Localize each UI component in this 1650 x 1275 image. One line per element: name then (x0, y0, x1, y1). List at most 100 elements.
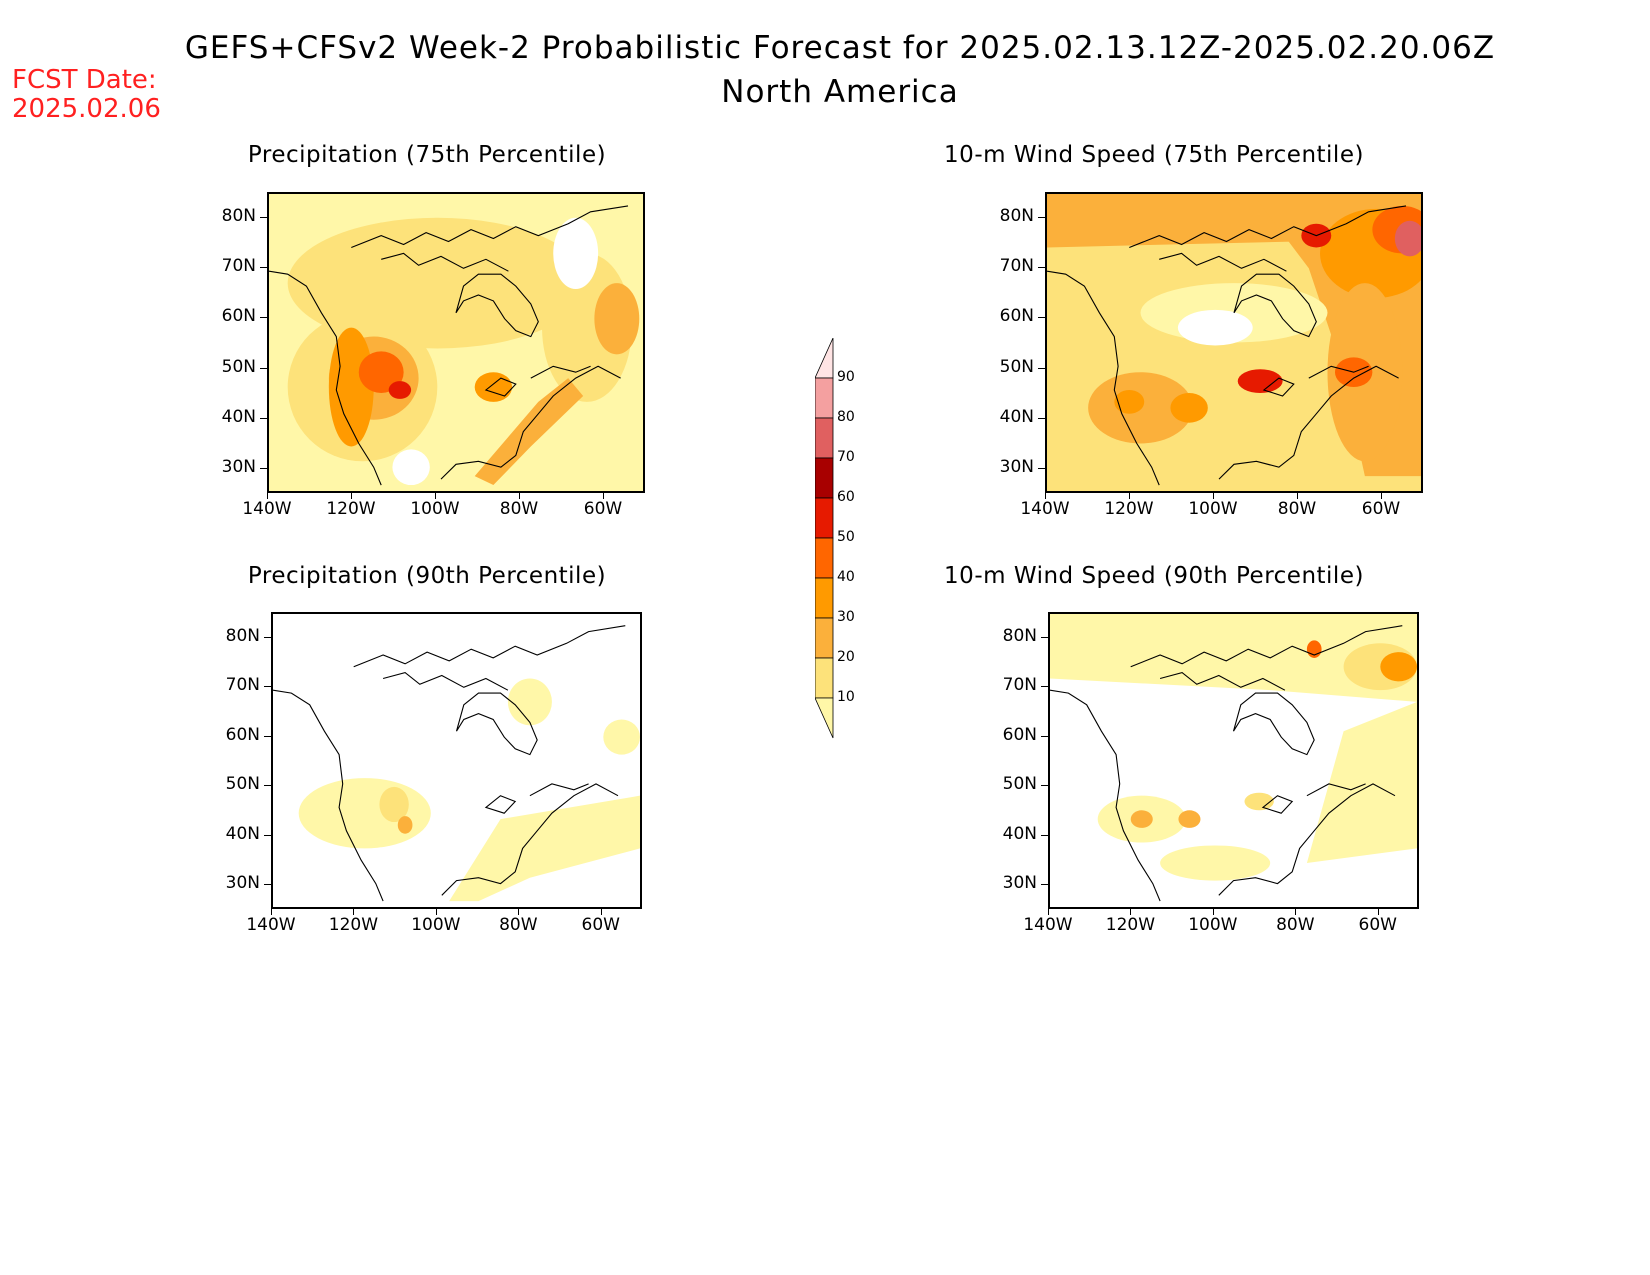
lon-label: 120W (328, 915, 379, 935)
lon-tick (353, 908, 355, 915)
field-region (474, 378, 584, 486)
field-region (298, 778, 431, 849)
lat-label: 40N (225, 823, 260, 844)
lat-tick (1038, 417, 1045, 419)
field-region (553, 217, 599, 290)
coastline (1218, 365, 1399, 480)
lat-tick (264, 834, 271, 836)
colorbar: 10 20 30 40 50 60 70 80 90 (814, 337, 895, 748)
field-region (1178, 810, 1201, 828)
colorbar-box (814, 657, 834, 699)
lon-tick (1045, 492, 1046, 499)
lon-tick (1048, 908, 1049, 915)
lon-tick (1297, 492, 1298, 499)
colorbar-cap-top (814, 337, 834, 379)
lat-tick (264, 686, 271, 688)
field-region (1177, 309, 1253, 346)
lat-tick (1038, 367, 1045, 369)
forecast-date-label: FCST Date: (12, 65, 157, 95)
coastline (1159, 252, 1287, 272)
lon-label: 120W (1104, 499, 1154, 519)
lat-tick (1038, 267, 1045, 269)
map-precip-75 (267, 192, 645, 493)
lat-label: 50N (221, 356, 256, 377)
lat-label: 80N (221, 206, 256, 227)
coastline (455, 273, 539, 338)
colorbar-box (814, 457, 834, 499)
map-precip-90 (271, 612, 642, 909)
coastline (1130, 625, 1403, 668)
field-region (1050, 614, 1417, 702)
coastline (1306, 783, 1366, 797)
lon-tick (1130, 908, 1132, 915)
lat-tick (1041, 686, 1048, 688)
coastline (441, 783, 619, 896)
lat-tick (260, 317, 267, 319)
lon-tick (1213, 492, 1214, 499)
coastline (440, 365, 621, 480)
coastline (381, 252, 509, 272)
lat-label: 60N (221, 306, 256, 327)
colorbar-label: 90 (837, 369, 855, 385)
lon-label: 60W (581, 915, 620, 935)
field-region (603, 719, 640, 755)
field-region (397, 816, 413, 834)
map-wind-75 (1045, 192, 1423, 493)
colorbar-box (814, 617, 834, 659)
lat-label: 70N (1002, 675, 1037, 696)
colorbar-cap-bottom (814, 697, 834, 739)
lon-tick (600, 908, 602, 915)
coastline (1308, 365, 1369, 379)
colorbar-label: 30 (837, 609, 855, 625)
panel-title-wind-75: 10-m Wind Speed (75th Percentile) (944, 142, 1364, 168)
coastline (1159, 671, 1286, 691)
lon-tick (519, 492, 520, 499)
lat-label: 40N (1002, 823, 1037, 844)
colorbar-label: 20 (837, 649, 855, 665)
lon-label: 140W (1020, 499, 1070, 519)
lon-label: 140W (1023, 915, 1073, 935)
lat-label: 50N (999, 356, 1034, 377)
coastline (1233, 273, 1317, 338)
field-region (1114, 390, 1145, 414)
lon-tick (271, 908, 272, 915)
colorbar-label: 50 (837, 529, 855, 545)
lon-label: 60W (583, 499, 623, 519)
colorbar-box (814, 577, 834, 619)
lat-label: 70N (225, 675, 260, 696)
lat-label: 40N (221, 406, 256, 427)
colorbar-label: 70 (837, 449, 855, 465)
lat-label: 70N (221, 256, 256, 277)
field-region (358, 351, 404, 393)
coastline (455, 692, 538, 756)
lat-tick (264, 735, 271, 737)
lon-label: 100W (1188, 499, 1238, 519)
coastline (1232, 692, 1315, 756)
lon-tick (1129, 492, 1130, 499)
lon-tick (1295, 908, 1297, 915)
lon-tick (351, 492, 352, 499)
lat-label: 60N (999, 306, 1034, 327)
field-region (1306, 701, 1417, 864)
lat-tick (264, 785, 271, 787)
lon-tick (267, 492, 268, 499)
lon-label: 100W (410, 499, 460, 519)
lat-tick (1038, 467, 1045, 469)
coastline (1261, 795, 1294, 814)
lat-tick (260, 267, 267, 269)
coastline (530, 365, 591, 379)
coastline (273, 689, 384, 902)
lon-label: 100W (411, 915, 461, 935)
lat-label: 30N (221, 456, 256, 477)
map-wind-90 (1048, 612, 1419, 909)
lat-label: 40N (999, 406, 1034, 427)
lat-tick (1041, 636, 1048, 638)
lon-label: 80W (1276, 915, 1315, 935)
field-region (1394, 220, 1421, 257)
field-region (594, 283, 640, 355)
lat-label: 50N (225, 774, 260, 795)
lat-tick (264, 884, 271, 886)
lon-label: 60W (1358, 915, 1397, 935)
panel-title-precip-75: Precipitation (75th Percentile) (247, 142, 607, 168)
lon-label: 60W (1361, 499, 1401, 519)
